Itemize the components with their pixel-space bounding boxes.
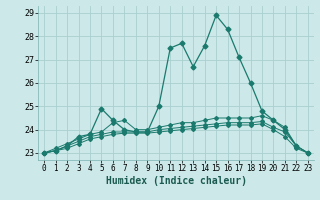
X-axis label: Humidex (Indice chaleur): Humidex (Indice chaleur) [106, 176, 246, 186]
